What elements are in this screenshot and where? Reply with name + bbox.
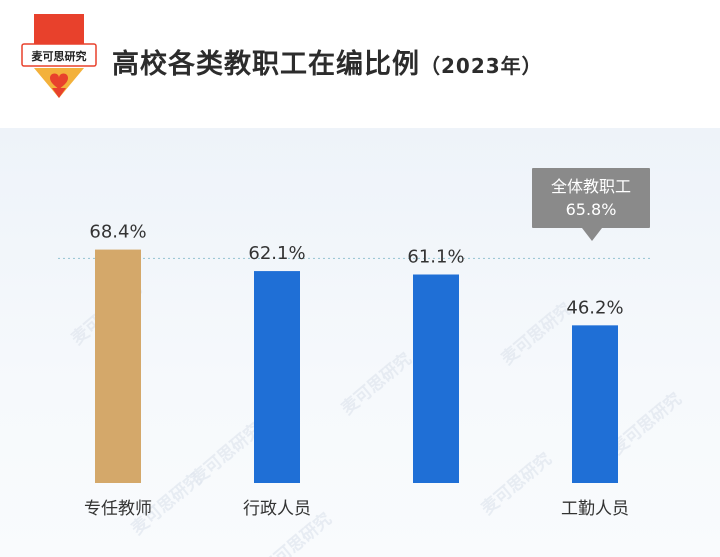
- callout-value: 65.8%: [566, 200, 617, 219]
- bar-value-label: 68.4%: [89, 222, 146, 243]
- category-label: 行政人员: [243, 499, 311, 519]
- bar: [254, 271, 300, 483]
- category-label: 专任教师: [84, 499, 152, 519]
- labels-layer: 68.4% 专任教师 62.1% 行政人员 61.1% 46.2% 工勤人员: [84, 222, 629, 519]
- brand-name: 麦可思研究: [31, 50, 87, 63]
- bar-chart: 麦可思研究麦可思研究麦可思研究麦可思研究麦可思研究麦可思研究麦可思研究麦可思研究…: [58, 168, 686, 557]
- bar: [95, 249, 141, 483]
- bar: [572, 325, 618, 483]
- watermark-text: 麦可思研究: [337, 348, 416, 419]
- bar-value-label: 61.1%: [407, 246, 464, 267]
- bar: [413, 274, 459, 483]
- callout-label: 全体教职工: [551, 177, 631, 196]
- reference-callout: 全体教职工 65.8%: [532, 168, 650, 241]
- bars-layer: [95, 249, 618, 483]
- title-year: （2023年）: [420, 54, 543, 78]
- pencil-logo-icon: [21, 14, 97, 98]
- bar-value-label: 62.1%: [248, 243, 305, 264]
- bar-value-label: 46.2%: [566, 297, 623, 318]
- brand-logo: 麦可思研究: [20, 14, 98, 100]
- chart-panel: 麦可思研究麦可思研究麦可思研究麦可思研究麦可思研究麦可思研究麦可思研究麦可思研究…: [0, 128, 720, 557]
- category-label: 工勤人员: [561, 499, 629, 519]
- watermark-text: 麦可思研究: [477, 448, 556, 519]
- watermark-text: 麦可思研究: [607, 388, 686, 459]
- title-text: 高校各类教职工在编比例: [112, 49, 420, 80]
- callout-pointer: [582, 228, 602, 241]
- watermark-text: 麦可思研究: [497, 298, 576, 369]
- header: 麦可思研究 高校各类教职工在编比例（2023年）: [0, 0, 720, 128]
- callout-box: [532, 168, 650, 228]
- page-title: 高校各类教职工在编比例（2023年）: [112, 42, 543, 81]
